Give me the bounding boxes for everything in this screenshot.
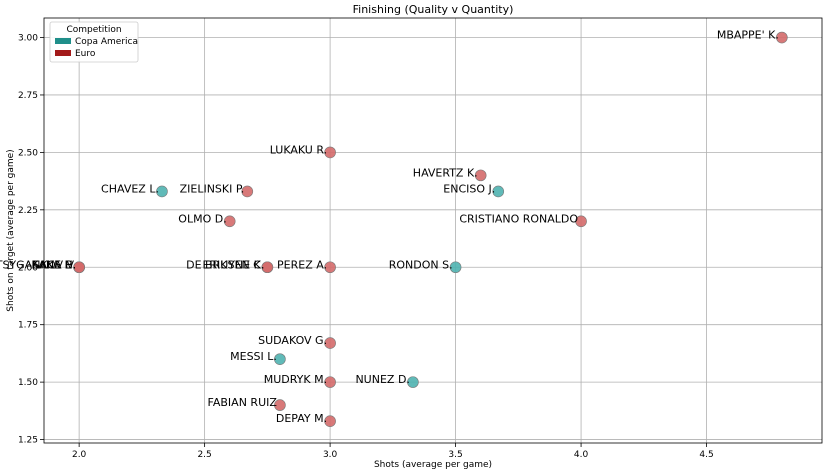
legend-label-copa-america: Copa America (75, 37, 138, 47)
x-tick-label: 3.0 (323, 450, 338, 460)
point-mudryk-m (324, 376, 336, 388)
point-eriksen-c (261, 261, 274, 274)
point-labels: CHAVEZ L. ENCISO J. RONDON S. MESSI L. NUNEZ… (0, 29, 779, 426)
y-tick-label: 1.75 (18, 321, 38, 331)
x-tick-label: 4.5 (699, 450, 713, 460)
point-label-zielinski-p: ZIELINSKI P. (180, 182, 245, 195)
point-label-fabian-ruiz: FABIAN RUIZ (208, 396, 278, 409)
point-label-rondon-s: RONDON S. (389, 258, 453, 271)
legend-swatch-euro (55, 50, 71, 56)
point-sudakov-g (324, 337, 336, 349)
x-tick-label: 2.5 (197, 450, 211, 460)
legend-box (49, 21, 139, 63)
point-mbappe-k (776, 31, 788, 44)
y-tick-label: 2.00 (18, 263, 38, 273)
chart-title: Finishing (Quality v Quantity) (353, 3, 514, 16)
point-label-cristiano-ronaldo: CRISTIANO RONALDO (459, 212, 578, 225)
point-label-havertz-k: HAVERTZ K. (413, 166, 478, 179)
point-label-chavez-l: CHAVEZ L. (101, 182, 159, 195)
point-label-sudakov-g: SUDAKOV G. (258, 334, 327, 347)
y-axis-ticks: 1.25 1.50 1.75 2.00 2.25 2.50 2.75 3.00 (18, 34, 44, 446)
legend-entries: Copa America Euro (55, 37, 138, 59)
point-messi-l (274, 353, 286, 365)
point-chavez-l (156, 185, 168, 198)
y-tick-label: 1.50 (18, 378, 38, 388)
plot-frame (43, 17, 823, 444)
grid (44, 18, 822, 443)
y-tick-label: 1.25 (18, 436, 38, 446)
x-axis-ticks: 2.0 2.5 3.0 3.5 4.0 4.5 (72, 443, 714, 460)
point-nunez-d (407, 376, 419, 388)
point-label-de-bruyne-k: DE BRUYNE K. (186, 258, 264, 271)
x-tick-label: 3.5 (448, 450, 462, 460)
point-havertz-k (474, 169, 487, 182)
point-label-olmo-d: OLMO D. (178, 212, 226, 225)
legend-swatch-copa-america (55, 38, 71, 44)
x-tick-label: 2.0 (72, 450, 87, 460)
point-label-kane-h: KANE H. (31, 258, 76, 271)
point-zielinski-p (241, 185, 254, 198)
point-kane-h (73, 261, 85, 274)
y-tick-label: 2.75 (18, 91, 38, 101)
point-fabian-ruiz (274, 399, 286, 411)
x-axis-label: Shots (average per game) (374, 460, 492, 470)
point-label-enciso-j: ENCISO J. (443, 182, 495, 195)
point-label-lukaku-r: LUKAKU R. (270, 143, 327, 156)
y-tick-label: 2.50 (18, 148, 38, 158)
y-axis-label: Shots on target (average per game) (6, 149, 16, 311)
point-lukaku-r (324, 146, 336, 159)
point-enciso-j (492, 185, 505, 198)
legend-label-euro: Euro (75, 49, 96, 59)
point-label-perez-a: PEREZ A. (277, 258, 327, 271)
point-cristiano-ronaldo (575, 215, 587, 228)
point-depay-m (324, 415, 336, 427)
y-tick-label: 3.00 (18, 34, 38, 44)
x-tick-label: 4.0 (574, 450, 589, 460)
legend-title: Competition (66, 25, 121, 35)
point-label-eriksen-c: ERIKSEN C. (202, 258, 264, 271)
point-label-mbappe-k: MBAPPE' K. (717, 29, 779, 42)
point-rondon-s (449, 261, 462, 274)
point-label-nunez-d: NUNEZ D. (355, 373, 409, 386)
y-tick-label: 2.25 (18, 206, 38, 216)
point-label-saka-b: SAKA B. (32, 258, 76, 271)
point-label-depay-m: DEPAY M. (276, 412, 327, 425)
point-label-tsygankov-v: TSYGANKOV V. (0, 258, 76, 271)
point-label-messi-l: MESSI L. (230, 350, 277, 363)
point-perez-a (324, 261, 336, 274)
point-olmo-d (223, 215, 236, 228)
data-points (73, 31, 788, 427)
point-label-mudryk-m: MUDRYK M. (264, 373, 327, 386)
legend: Competition Copa America Euro (49, 21, 139, 63)
